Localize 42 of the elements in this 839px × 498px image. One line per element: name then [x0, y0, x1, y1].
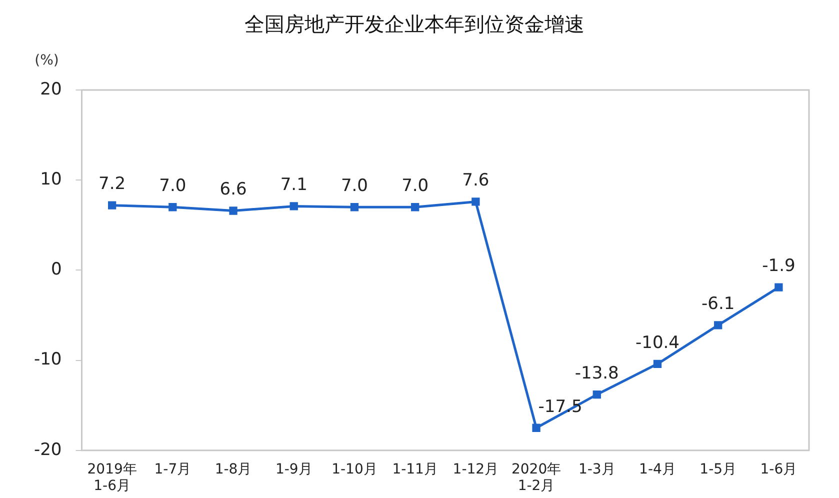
x-tick-label: 1-11月: [392, 461, 438, 478]
point: [108, 201, 116, 210]
x-tick-label: 2020年 1-2月: [511, 461, 562, 494]
point: [411, 203, 420, 212]
x-tick-label: 1-5月: [700, 461, 737, 478]
data-label: 7.0: [340, 176, 368, 196]
x-tick-label: 1-6月: [760, 461, 798, 478]
point: [350, 203, 359, 212]
y-tick-label: -20: [34, 440, 62, 460]
point: [653, 360, 662, 368]
y-tick-label: 20: [40, 79, 62, 100]
data-label: -1.9: [762, 256, 796, 276]
x-tick-label: 1-3月: [578, 461, 616, 478]
point: [714, 321, 722, 330]
x-tick-label: 1-8月: [214, 461, 252, 478]
x-tick-label: 1-4月: [639, 461, 676, 478]
x-tick-label: 1-10月: [332, 461, 378, 478]
data-label: -10.4: [635, 332, 680, 353]
data-label: 7.0: [402, 176, 429, 196]
data-label: 7.1: [280, 175, 308, 196]
data-label: 7.6: [462, 170, 490, 191]
point: [472, 198, 480, 206]
point: [290, 202, 298, 210]
data-label: 6.6: [220, 180, 247, 200]
data-label: -6.1: [702, 294, 735, 314]
point: [592, 390, 601, 399]
data-label: 7.2: [98, 174, 126, 194]
y-tick-label: 10: [40, 170, 62, 190]
data-label: 7.0: [159, 176, 186, 196]
data-label: -13.8: [574, 363, 619, 384]
point: [532, 424, 540, 432]
point: [229, 206, 238, 215]
x-tick-label: 2019年 1-6月: [87, 461, 137, 494]
y-axis-title: (%): [34, 52, 59, 69]
x-tick-label: 1-7月: [154, 461, 192, 478]
chart-title: 全国房地产开发企业本年到位资金增速: [244, 12, 584, 36]
point: [774, 283, 783, 292]
x-tick-label: 1-9月: [275, 461, 312, 478]
y-tick-label: -10: [34, 350, 62, 370]
point: [168, 203, 177, 212]
y-tick-label: 0: [50, 260, 62, 280]
x-tick-label: 1-12月: [452, 461, 499, 478]
